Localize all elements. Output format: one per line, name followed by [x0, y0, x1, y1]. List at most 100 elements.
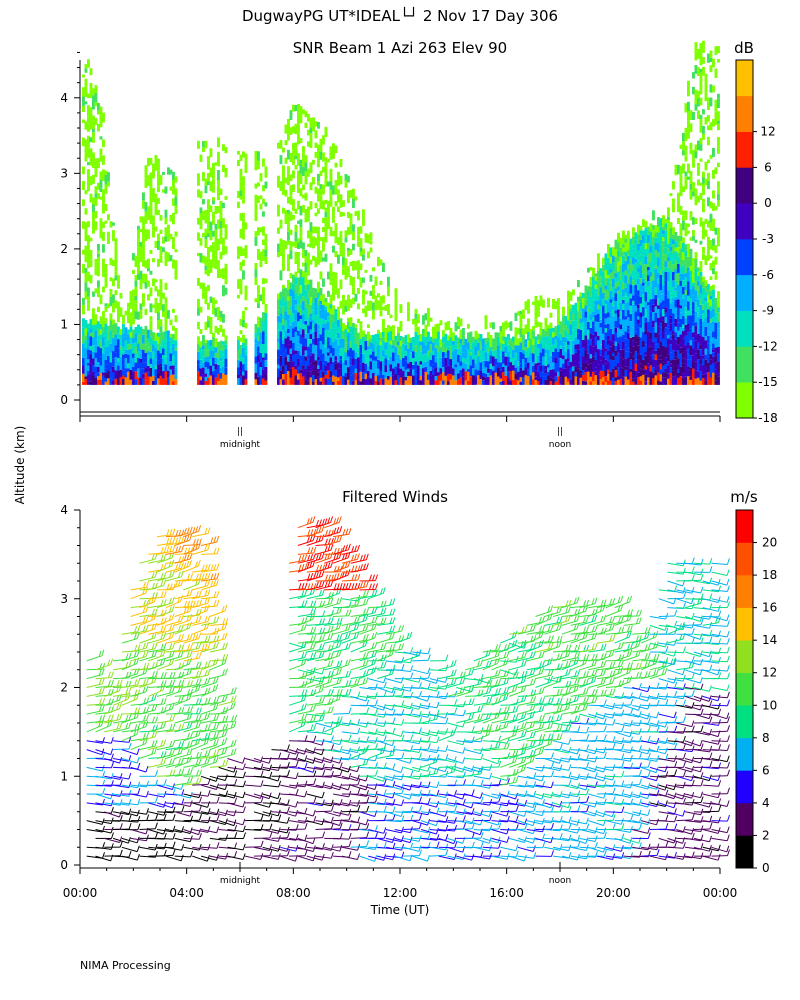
- snr-pixel: [677, 284, 680, 292]
- snr-pixel: [692, 258, 695, 266]
- snr-pixel: [429, 317, 433, 322]
- snr-pixel: [254, 379, 258, 385]
- snr-pixel: [304, 162, 308, 172]
- snr-pixel: [327, 302, 330, 313]
- snr-pixel: [334, 376, 338, 385]
- snr-pixel: [709, 57, 713, 62]
- snr-pixel: [439, 381, 443, 385]
- snr-pixel: [567, 365, 570, 374]
- snr-pixel: [702, 66, 705, 76]
- snr-pixel: [664, 363, 668, 369]
- snr-pixel: [487, 352, 490, 362]
- snr-pixel: [102, 189, 105, 195]
- snr-pixel: [202, 342, 205, 346]
- snr-pixel: [632, 285, 635, 296]
- wind-barb-flag: [145, 624, 149, 631]
- snr-pixel: [134, 300, 138, 304]
- snr-pixel: [624, 283, 628, 288]
- snr-pixel: [422, 350, 425, 355]
- snr-pixel: [122, 354, 125, 364]
- snr-pixel: [709, 213, 713, 223]
- snr-pixel: [419, 351, 423, 362]
- wind-barb-flag: [137, 788, 141, 795]
- snr-pixel: [707, 220, 710, 228]
- snr-pixel: [654, 359, 658, 370]
- snr-pixel: [392, 345, 395, 349]
- snr-pixel: [634, 297, 638, 306]
- snr-pixel: [144, 362, 148, 368]
- snr-pixel: [607, 244, 610, 254]
- snr-pixel: [352, 323, 355, 328]
- snr-pixel: [582, 339, 585, 348]
- wind-barb-flag: [155, 832, 158, 839]
- snr-pixel: [142, 343, 145, 350]
- snr-pixel: [244, 222, 248, 230]
- snr-pixel: [509, 380, 513, 385]
- snr-pixel: [317, 365, 320, 369]
- snr-pixel: [452, 365, 455, 369]
- snr-pixel: [692, 275, 695, 283]
- snr-pixel: [679, 241, 683, 249]
- wind-barb: [86, 668, 105, 680]
- snr-pixel: [167, 362, 170, 371]
- snr-pixel: [209, 346, 213, 351]
- snr-pixel: [692, 86, 695, 95]
- snr-pixel: [527, 347, 530, 357]
- snr-pixel: [327, 158, 330, 163]
- snr-pixel: [447, 365, 450, 374]
- snr-pixel: [314, 379, 318, 385]
- snr-pixel: [417, 353, 420, 357]
- snr-pixel: [627, 273, 630, 284]
- snr-pixel: [314, 337, 318, 346]
- snr-pixel: [672, 202, 675, 213]
- snr-pixel: [609, 371, 613, 381]
- snr-pixel: [224, 196, 228, 200]
- snr-pixel: [317, 234, 320, 244]
- snr-pixel: [479, 346, 483, 350]
- snr-pixel: [292, 328, 295, 338]
- snr-pixel: [634, 363, 638, 371]
- snr-pixel: [319, 237, 323, 241]
- snr-pixel: [647, 270, 650, 276]
- snr-pixel: [82, 349, 85, 358]
- snr-pixel: [154, 198, 158, 206]
- snr-pixel: [622, 296, 625, 300]
- snr-pixel: [689, 189, 693, 200]
- snr-pixel: [384, 327, 388, 338]
- snr-pixel: [669, 297, 673, 304]
- snr-pixel: [317, 121, 320, 129]
- snr-pixel: [264, 360, 268, 367]
- snr-pixel: [264, 322, 268, 332]
- snr-pixel: [172, 369, 175, 375]
- snr-pixel: [699, 193, 703, 200]
- snr-pixel: [664, 372, 668, 378]
- snr-pixel: [684, 345, 688, 351]
- snr-pixel: [117, 333, 120, 340]
- snr-pixel: [104, 340, 108, 347]
- snr-pixel: [339, 175, 343, 185]
- snr-pixel: [322, 371, 325, 378]
- snr-pixel: [144, 325, 148, 335]
- snr-pixel: [312, 302, 315, 311]
- snr-pixel: [634, 232, 638, 240]
- wind-barb-shaft: [86, 668, 103, 671]
- snr-pixel: [679, 334, 683, 339]
- wind-barb-flag: [146, 662, 150, 670]
- snr-pixel: [629, 284, 633, 294]
- snr-pixel: [674, 164, 678, 169]
- snr-pixel: [149, 345, 153, 352]
- snr-pixel: [109, 320, 113, 331]
- snr-pixel: [302, 324, 305, 330]
- snr-pixel: [399, 345, 403, 354]
- snr-pixel: [392, 325, 395, 330]
- snr-pixel: [347, 356, 350, 360]
- snr-pixel: [682, 150, 685, 156]
- snr-pixel: [329, 272, 333, 282]
- snr-pixel: [687, 90, 690, 97]
- snr-pixel: [612, 309, 615, 317]
- snr-pixel: [167, 370, 170, 378]
- wind-barb: [139, 650, 158, 662]
- snr-pixel: [554, 335, 558, 340]
- snr-pixel: [119, 369, 123, 378]
- snr-pixel: [262, 278, 265, 285]
